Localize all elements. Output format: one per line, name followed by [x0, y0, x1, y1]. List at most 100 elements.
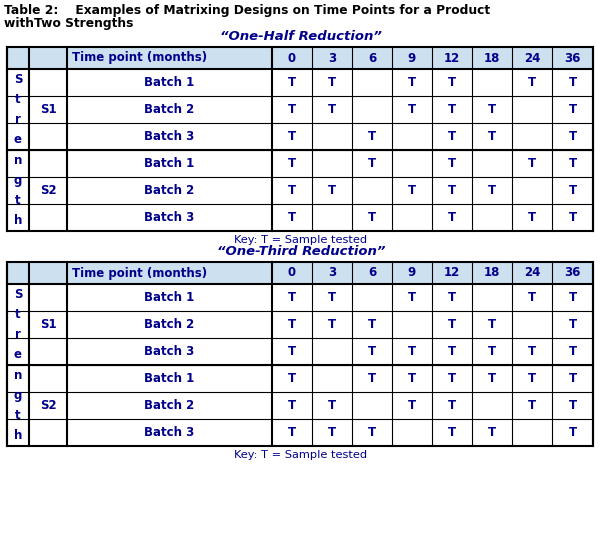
Text: T: T — [408, 372, 416, 385]
Text: T: T — [288, 426, 296, 439]
Text: T: T — [288, 184, 296, 197]
Text: T: T — [488, 184, 496, 197]
Text: T: T — [368, 345, 376, 358]
Text: T: T — [408, 76, 416, 89]
Text: Batch 3: Batch 3 — [144, 130, 194, 143]
Text: T: T — [448, 345, 456, 358]
Text: 6: 6 — [368, 51, 376, 65]
Text: T: T — [488, 318, 496, 331]
Text: 0: 0 — [288, 267, 296, 280]
Text: t: t — [15, 93, 21, 106]
Text: Batch 1: Batch 1 — [144, 372, 194, 385]
Text: 0: 0 — [288, 51, 296, 65]
Text: T: T — [448, 76, 456, 89]
Text: Batch 2: Batch 2 — [144, 399, 194, 412]
Text: T: T — [528, 399, 536, 412]
Text: Batch 2: Batch 2 — [144, 103, 194, 116]
Text: T: T — [448, 103, 456, 116]
Text: T: T — [288, 318, 296, 331]
Text: T: T — [328, 184, 336, 197]
Text: S2: S2 — [40, 184, 57, 197]
Text: T: T — [328, 318, 336, 331]
Text: 24: 24 — [524, 267, 540, 280]
Text: T: T — [568, 318, 577, 331]
Text: T: T — [568, 211, 577, 224]
Text: T: T — [528, 157, 536, 170]
Text: n: n — [14, 369, 22, 382]
Text: T: T — [568, 372, 577, 385]
Text: T: T — [368, 318, 376, 331]
Text: t: t — [15, 194, 21, 207]
Text: T: T — [328, 399, 336, 412]
Text: T: T — [448, 318, 456, 331]
Text: T: T — [448, 184, 456, 197]
Text: S: S — [14, 287, 22, 301]
Text: Batch 1: Batch 1 — [144, 76, 194, 89]
Text: 3: 3 — [328, 267, 336, 280]
Text: T: T — [328, 76, 336, 89]
Text: 24: 24 — [524, 51, 540, 65]
Text: 9: 9 — [408, 51, 416, 65]
Text: S2: S2 — [40, 399, 57, 412]
Bar — [7, 47, 593, 231]
Text: 9: 9 — [408, 267, 416, 280]
Bar — [7, 262, 593, 446]
Text: Batch 1: Batch 1 — [144, 157, 194, 170]
Text: t: t — [15, 409, 21, 422]
Text: T: T — [488, 103, 496, 116]
Text: Key: T = Sample tested: Key: T = Sample tested — [234, 235, 368, 245]
Bar — [7, 262, 593, 284]
Text: e: e — [14, 348, 22, 362]
Text: Table 2:    Examples of Matrixing Designs on Time Points for a Product: Table 2: Examples of Matrixing Designs o… — [4, 4, 490, 17]
Text: g: g — [14, 389, 22, 402]
Text: T: T — [328, 291, 336, 304]
Text: e: e — [14, 133, 22, 146]
Text: T: T — [288, 103, 296, 116]
Text: Batch 3: Batch 3 — [144, 345, 194, 358]
Text: T: T — [408, 103, 416, 116]
Text: 18: 18 — [484, 267, 500, 280]
Text: 3: 3 — [328, 51, 336, 65]
Text: T: T — [568, 426, 577, 439]
Text: T: T — [528, 291, 536, 304]
Text: Batch 1: Batch 1 — [144, 291, 194, 304]
Text: withTwo Strengths: withTwo Strengths — [4, 17, 134, 30]
Text: T: T — [488, 130, 496, 143]
Text: Time point (months): Time point (months) — [72, 267, 207, 280]
Text: r: r — [15, 113, 21, 126]
Text: 36: 36 — [564, 51, 581, 65]
Text: T: T — [368, 426, 376, 439]
Text: T: T — [568, 184, 577, 197]
Text: T: T — [488, 426, 496, 439]
Text: T: T — [368, 211, 376, 224]
Text: T: T — [448, 130, 456, 143]
Text: T: T — [568, 157, 577, 170]
Text: T: T — [288, 76, 296, 89]
Text: T: T — [568, 399, 577, 412]
Text: T: T — [328, 426, 336, 439]
Text: T: T — [448, 157, 456, 170]
Text: T: T — [448, 211, 456, 224]
Text: g: g — [14, 174, 22, 187]
Text: h: h — [14, 214, 22, 227]
Text: T: T — [368, 372, 376, 385]
Text: T: T — [288, 130, 296, 143]
Text: Key: T = Sample tested: Key: T = Sample tested — [234, 450, 368, 460]
Text: 12: 12 — [444, 267, 460, 280]
Text: “One-Third Reduction”: “One-Third Reduction” — [217, 245, 385, 258]
Text: T: T — [568, 345, 577, 358]
Text: S: S — [14, 73, 22, 85]
Text: T: T — [448, 291, 456, 304]
Text: T: T — [408, 345, 416, 358]
Bar — [7, 47, 593, 69]
Text: T: T — [488, 345, 496, 358]
Text: S1: S1 — [40, 318, 57, 331]
Text: T: T — [568, 103, 577, 116]
Text: T: T — [488, 372, 496, 385]
Text: Batch 2: Batch 2 — [144, 318, 194, 331]
Text: T: T — [448, 426, 456, 439]
Text: Batch 2: Batch 2 — [144, 184, 194, 197]
Text: T: T — [408, 184, 416, 197]
Text: r: r — [15, 328, 21, 341]
Text: Time point (months): Time point (months) — [72, 51, 207, 65]
